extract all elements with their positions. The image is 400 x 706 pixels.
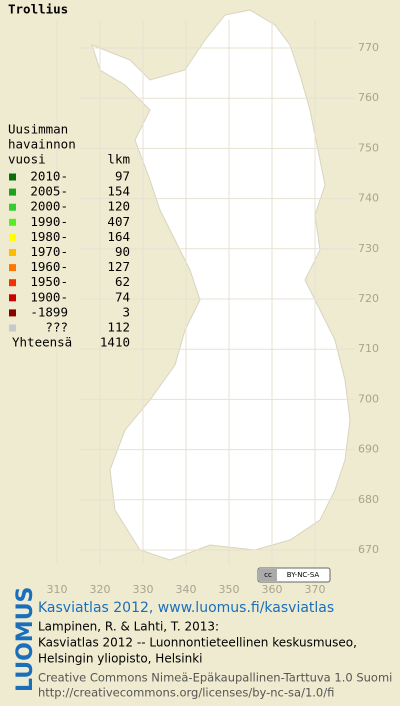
svg-text:cc: cc [264,571,272,579]
x-tick-label: 320 [90,583,111,596]
legend-count: 407 [107,214,130,229]
citation-line: Kasviatlas 2012 -- Luonnontieteellinen k… [38,636,357,650]
y-tick-label: 720 [358,292,379,305]
legend-count: 74 [115,289,130,304]
y-tick-label: 730 [358,242,379,255]
citation-line: Lampinen, R. & Lahti, T. 2013: [38,620,219,634]
legend-label: 1980- [30,229,68,244]
legend-swatch [9,188,16,196]
legend-total-label: Yhteensä [12,335,72,350]
legend-swatch [9,294,16,302]
legend-heading: vuosi [8,152,46,167]
y-tick-label: 680 [358,493,379,506]
x-tick-label: 350 [219,583,240,596]
footer-headline: Kasviatlas 2012, www.luomus.fi/kasviatla… [38,600,334,616]
y-tick-label: 700 [358,392,379,405]
legend-label: -1899 [30,304,68,319]
legend-label: 2005- [30,184,68,199]
y-tick-label: 670 [358,543,379,556]
legend-count: 112 [107,320,130,335]
legend-count: 154 [107,184,130,199]
legend-label: 2000- [30,199,68,214]
legend-count-heading: lkm [107,152,130,167]
y-tick-label: 710 [358,342,379,355]
y-tick-label: 760 [358,91,379,104]
axes: 310 320 330 340 350 360 370 770 760 750 740 730 720 7… [47,41,380,596]
legend-label: 1970- [30,244,68,259]
legend-label: 1990- [30,214,68,229]
x-tick-label: 310 [47,583,68,596]
legend-count: 90 [115,244,130,259]
legend-swatch [9,264,16,272]
x-tick-label: 360 [262,583,283,596]
legend-count: 164 [107,229,130,244]
grid [56,20,355,565]
legend-count: 97 [115,169,130,184]
y-tick-label: 770 [358,41,379,54]
legend-swatch [9,249,16,256]
legend-count: 62 [115,274,130,289]
legend-total: 1410 [100,335,130,350]
x-tick-label: 340 [176,583,197,596]
license-badge: cc BY-NC-SA [257,567,331,583]
legend-swatch [9,173,16,181]
legend-label: 2010- [30,169,68,184]
legend-swatch [9,203,16,211]
legend-count: 127 [107,259,130,274]
legend-swatch [9,233,16,241]
license-line: http://creativecommons.org/licenses/by-n… [38,686,334,700]
legend-label: 1960- [30,259,68,274]
citation-line: Helsingin yliopisto, Helsinki [38,652,203,666]
license-line: Creative Commons Nimeä-Epäkaupallinen-Ta… [38,671,392,685]
legend-swatch [9,324,16,332]
legend-swatch [9,218,16,226]
brand-logo: LUOMUS [13,587,38,692]
legend-label: 1900- [30,289,68,304]
y-tick-label: 750 [358,141,379,154]
legend-heading: Uusimman [8,122,68,137]
legend-label: ??? [45,320,68,335]
y-tick-label: 690 [358,443,379,456]
legend-heading: havainnon [8,137,76,152]
svg-text:BY-NC-SA: BY-NC-SA [287,571,320,579]
legend-count: 3 [122,304,130,319]
legend-swatch [9,279,16,287]
legend-swatch [9,309,16,317]
legend-count: 120 [107,199,130,214]
map-title: Trollius [8,2,68,17]
x-tick-label: 370 [305,583,326,596]
country-outline [91,9,351,561]
y-tick-label: 740 [358,192,379,205]
x-tick-label: 330 [133,583,154,596]
legend-label: 1950- [30,274,68,289]
